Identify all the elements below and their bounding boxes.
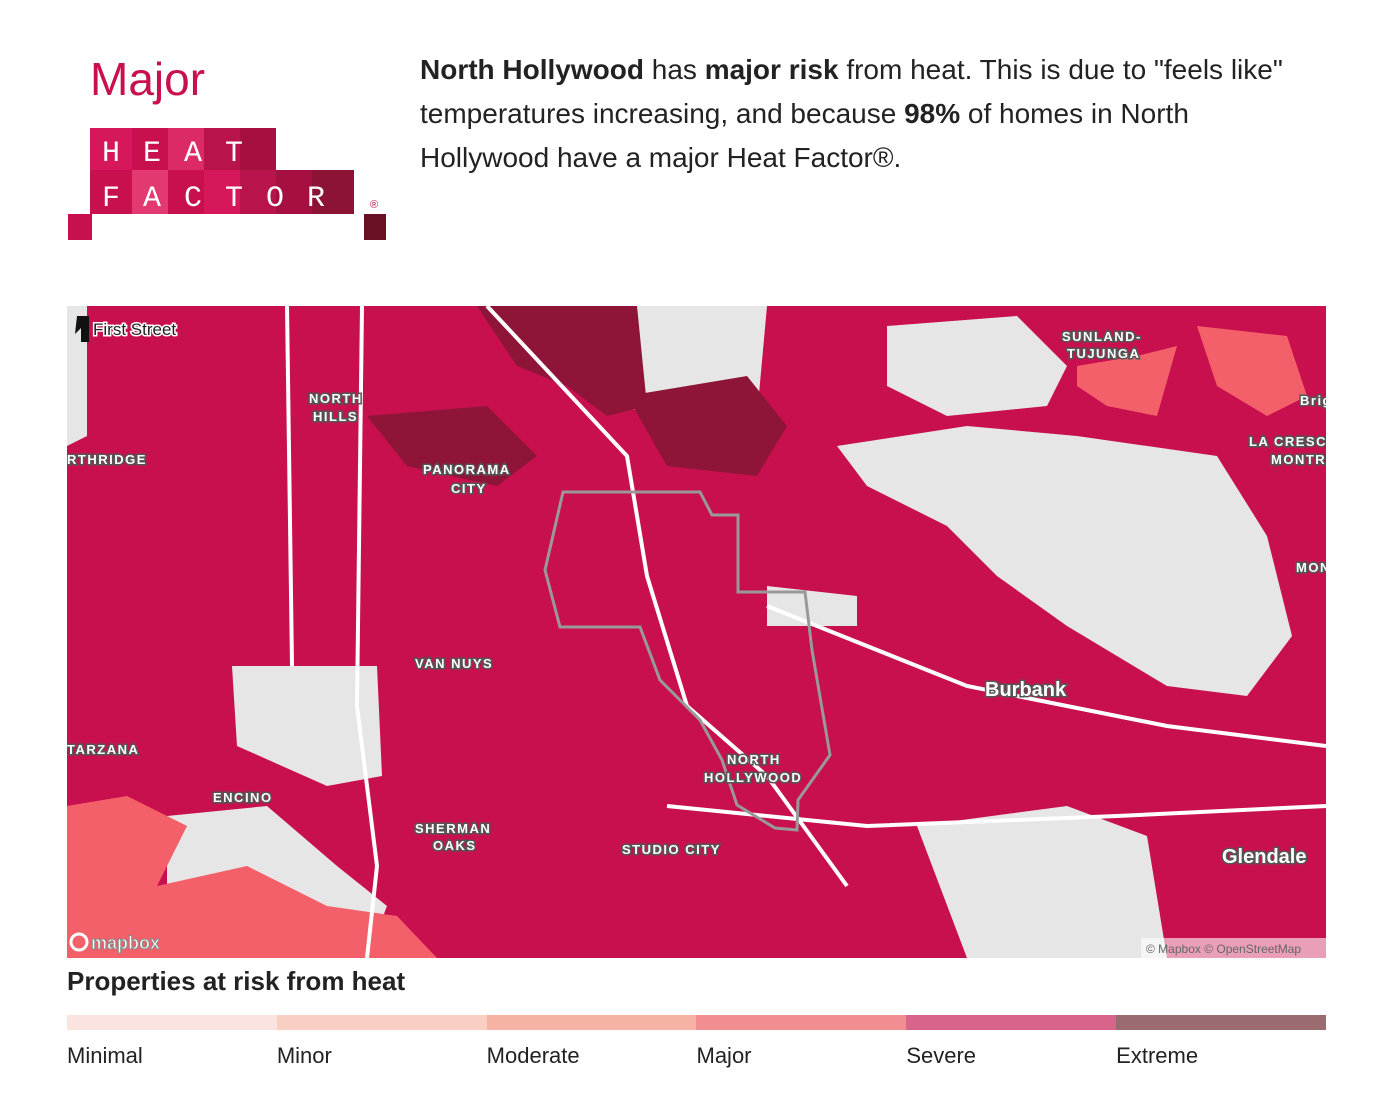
provider-icon: [69, 932, 89, 952]
severe-areas: [367, 306, 787, 486]
roads: [285, 306, 1326, 958]
logo-line2: FACTOR: [102, 182, 348, 216]
provider: mapbox: [91, 933, 160, 953]
map-label: LA CRESC: [1249, 434, 1326, 449]
map-label: TUJUNGA: [1067, 346, 1140, 361]
legend-label: Minor: [276, 1043, 332, 1068]
legend-swatch: [67, 1015, 277, 1030]
legend-swatch: [696, 1015, 907, 1030]
map-label: SUNLAND-: [1062, 329, 1142, 344]
summary-bold: 98%: [904, 98, 961, 129]
map-label: Brig: [1300, 393, 1326, 408]
heat-factor-logo: HEAT FACTOR ®: [68, 128, 386, 240]
legend-swatch: [906, 1015, 1117, 1030]
legend-swatch: [1116, 1015, 1326, 1030]
legend-label: Moderate: [486, 1043, 580, 1068]
legend-label: Major: [696, 1043, 752, 1068]
legend-label: Severe: [906, 1043, 977, 1068]
summary-bold: major risk: [704, 54, 839, 85]
map-label: HOLLYWOOD: [704, 770, 802, 785]
map-label: SHERMAN: [415, 821, 491, 836]
legend-label: Extreme: [1116, 1043, 1199, 1068]
summary: North Hollywood has major risk from heat…: [420, 48, 1320, 180]
logo-line1: HEAT: [102, 137, 266, 171]
legend-bar: [67, 1015, 1326, 1030]
map-label: HILLS: [313, 409, 358, 424]
attribution-bg: [1141, 938, 1326, 958]
summary-text: of homes in North Hollywood have a major…: [420, 98, 1189, 173]
logo-mark: ®: [370, 199, 378, 211]
map-label: Glendale: [1222, 846, 1306, 868]
map-label: STUDIO CITY: [622, 842, 721, 857]
legend-title: Properties at risk from heat: [67, 966, 406, 996]
brand-icon: [75, 316, 89, 342]
map-label: VAN NUYS: [415, 656, 493, 671]
legend-swatch: [276, 1015, 487, 1030]
risk-map: First Street NORTH HILLS RTHRIDGE PANORA…: [67, 306, 1326, 958]
moderate-areas: [67, 326, 1307, 958]
logo-squares: [68, 128, 386, 240]
map-label: NORTH: [727, 752, 781, 767]
legend-swatch: [486, 1015, 697, 1030]
summary-bold: North Hollywood: [420, 54, 644, 85]
neighborhood-boundary: [543, 490, 832, 832]
map-label: RTHRIDGE: [67, 452, 147, 467]
map-label: OAKS: [433, 838, 477, 853]
risk-level: Major: [90, 53, 206, 105]
summary-text: has: [643, 54, 705, 85]
map-label: CITY: [451, 481, 487, 496]
map-label: ENCINO: [213, 790, 273, 805]
map-label: NORTH: [309, 391, 363, 406]
map-label: TARZANA: [67, 742, 139, 757]
map-label: MONTR: [1271, 452, 1326, 467]
brand: First Street: [93, 320, 176, 339]
map-label: PANORAMA: [423, 462, 511, 477]
map-label: Burbank: [985, 679, 1067, 701]
attribution: © Mapbox © OpenStreetMap: [1146, 942, 1301, 956]
legend-label: Minimal: [67, 1043, 143, 1068]
map-label: MON: [1296, 560, 1326, 575]
summary-text: from heat. This is due to "feels like" t…: [420, 54, 1283, 129]
